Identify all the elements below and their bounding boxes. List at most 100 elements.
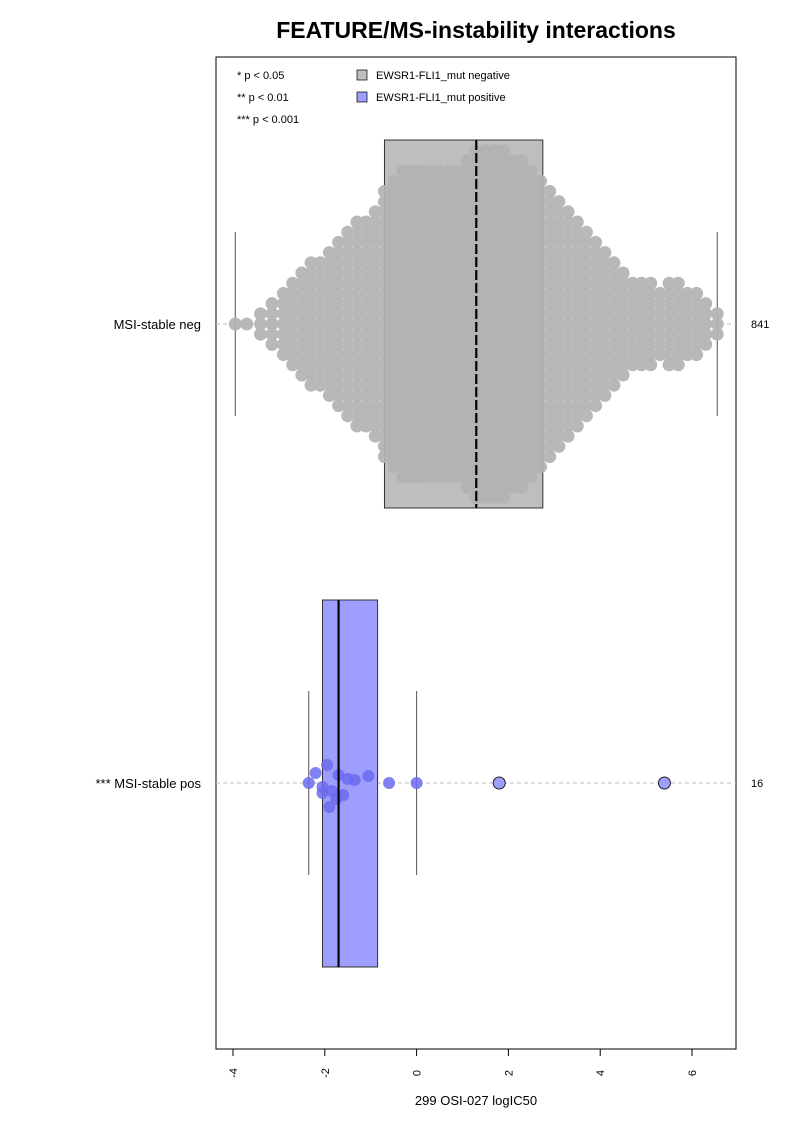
data-point [524, 184, 538, 198]
data-point [478, 378, 492, 392]
data-point [433, 195, 447, 209]
data-point [497, 399, 511, 413]
data-point [368, 297, 382, 311]
data-point [286, 297, 300, 311]
data-point [460, 276, 474, 290]
data-point [515, 195, 529, 209]
data-point [579, 235, 593, 249]
outlier-point [492, 776, 506, 790]
data-point [570, 286, 584, 300]
data-point [515, 450, 529, 464]
data-point [478, 358, 492, 372]
data-point [322, 246, 336, 260]
data-point [405, 286, 419, 300]
data-point [451, 429, 465, 443]
data-point [377, 225, 391, 239]
data-point [442, 327, 456, 341]
data-point [405, 195, 419, 209]
data-point [469, 235, 483, 249]
data-point [451, 460, 465, 474]
data-point [488, 215, 502, 229]
data-point [442, 235, 456, 249]
data-point [322, 378, 336, 392]
data-point [442, 439, 456, 453]
data-point [265, 337, 279, 351]
data-point [662, 307, 676, 321]
data-point [396, 307, 410, 321]
data-point [635, 297, 649, 311]
data-point [405, 235, 419, 249]
data-point [607, 307, 621, 321]
data-point [570, 337, 584, 351]
data-point [423, 225, 437, 239]
data-point [332, 317, 346, 331]
data-point [414, 307, 428, 321]
data-point [515, 429, 529, 443]
data-point [322, 256, 336, 270]
data-point [332, 276, 346, 290]
data-point [497, 337, 511, 351]
data-point [515, 409, 529, 423]
data-point [350, 297, 364, 311]
data-point [276, 297, 290, 311]
data-point [332, 286, 346, 300]
data-point [423, 235, 437, 249]
data-point [561, 337, 575, 351]
data-point [579, 286, 593, 300]
data-point [304, 317, 318, 331]
data-point [276, 348, 290, 362]
data-point [534, 256, 548, 270]
data-point [515, 348, 529, 362]
data-point [341, 358, 355, 372]
data-point [488, 388, 502, 402]
data-point [515, 388, 529, 402]
data-point [405, 348, 419, 362]
data-point [488, 246, 502, 260]
data-point [488, 358, 502, 372]
data-point [414, 409, 428, 423]
data-point [414, 429, 428, 443]
data-point [387, 460, 401, 474]
data-point [423, 450, 437, 464]
data-point [506, 286, 520, 300]
data-point [506, 460, 520, 474]
data-point [543, 388, 557, 402]
data-point [295, 337, 309, 351]
data-point [442, 470, 456, 484]
data-point [442, 256, 456, 270]
data-point [377, 195, 391, 209]
data-point [579, 409, 593, 423]
data-point [405, 399, 419, 413]
data-point [552, 276, 566, 290]
data-point [552, 195, 566, 209]
data-point [524, 297, 538, 311]
data-point [671, 337, 685, 351]
data-point [524, 235, 538, 249]
data-point [387, 297, 401, 311]
data-point [598, 266, 612, 280]
data-point [561, 235, 575, 249]
data-point [396, 327, 410, 341]
data-point [497, 184, 511, 198]
data-point [387, 327, 401, 341]
legend-entry-positive: EWSR1-FLI1_mut positive [376, 92, 506, 104]
data-point [710, 327, 724, 341]
data-point [332, 368, 346, 382]
data-point [350, 235, 364, 249]
data-point [680, 348, 694, 362]
data-point [534, 348, 548, 362]
data-point [635, 348, 649, 362]
data-point [423, 399, 437, 413]
data-point [497, 378, 511, 392]
data-point [350, 286, 364, 300]
data-point [276, 307, 290, 321]
data-point [368, 409, 382, 423]
data-point [488, 256, 502, 270]
data-point [625, 348, 639, 362]
data-point [589, 266, 603, 280]
data-point [506, 317, 520, 331]
data-point [570, 388, 584, 402]
data-point [405, 409, 419, 423]
chart-title: FEATURE/MS-instability interactions [276, 17, 676, 43]
significance-legend-3: *** p < 0.001 [237, 114, 299, 126]
